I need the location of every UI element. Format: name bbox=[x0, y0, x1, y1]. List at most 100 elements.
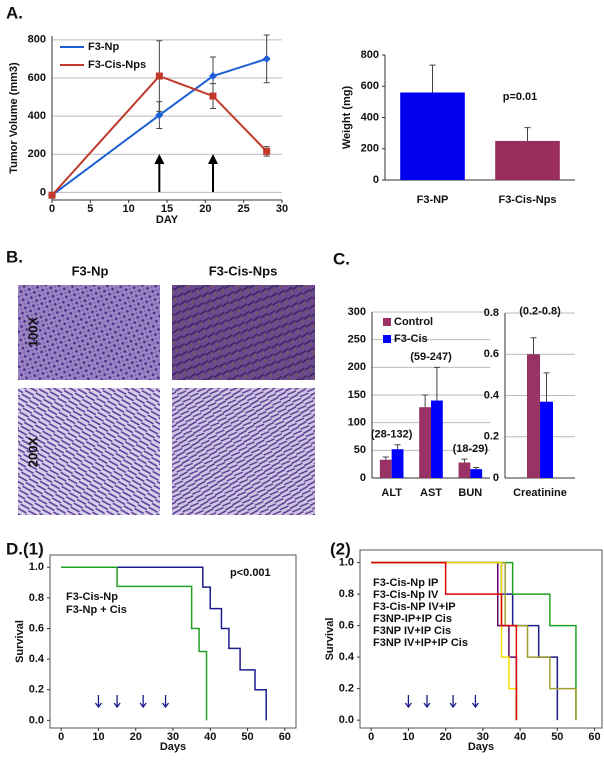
x-tick-label: 0 bbox=[58, 731, 64, 743]
x-tick-label: 5 bbox=[87, 203, 93, 215]
row-label: 100X bbox=[25, 316, 40, 347]
y-tick-label: 600 bbox=[361, 80, 379, 92]
x-tick-label: 0 bbox=[49, 203, 55, 215]
y-axis-label: Tumor Volume (mm3) bbox=[8, 62, 20, 174]
y-tick-label: 300 bbox=[348, 306, 366, 318]
series-line bbox=[51, 74, 268, 196]
series-line bbox=[51, 57, 267, 197]
arrow bbox=[423, 695, 431, 709]
point bbox=[155, 111, 164, 120]
x-tick-label: 20 bbox=[199, 203, 211, 215]
y-tick-label: 0.8 bbox=[339, 588, 354, 600]
x-tick-label: Creatinine bbox=[513, 487, 567, 499]
x-tick-label: BUN bbox=[458, 487, 482, 499]
legend-label: F3-Np bbox=[88, 41, 119, 53]
y-tick-label: 250 bbox=[348, 334, 366, 346]
y-tick-label: 0.0 bbox=[339, 714, 354, 726]
survival-curve bbox=[371, 561, 577, 721]
y-tick-label: 0.6 bbox=[29, 622, 44, 634]
arrow bbox=[94, 695, 102, 709]
histology-image bbox=[172, 285, 315, 380]
x-tick-label: 40 bbox=[514, 731, 526, 743]
y-tick-label: 0 bbox=[40, 186, 46, 198]
legend-label: F3NP IV+IP+IP Cis bbox=[373, 637, 468, 649]
arrow bbox=[113, 695, 121, 709]
annotation: (59-247) bbox=[410, 351, 452, 363]
y-tick-label: 0 bbox=[360, 472, 366, 484]
y-tick-label: 400 bbox=[361, 111, 379, 123]
bar bbox=[431, 400, 443, 478]
annotation: p<0.001 bbox=[230, 567, 271, 579]
x-tick-label: 10 bbox=[123, 203, 135, 215]
point bbox=[155, 72, 163, 80]
column-header: F3-Np bbox=[72, 263, 109, 278]
error-bar bbox=[543, 372, 550, 402]
y-tick-label: 600 bbox=[28, 72, 46, 84]
point bbox=[209, 92, 217, 100]
point bbox=[48, 191, 56, 199]
y-tick-label: 800 bbox=[361, 49, 379, 61]
survival-curve bbox=[371, 561, 518, 721]
legend-label: F3-Cis-Np IV bbox=[373, 589, 439, 601]
x-axis-label: Days bbox=[160, 741, 186, 753]
x-tick-label: 60 bbox=[588, 731, 600, 743]
annotation: (28-132) bbox=[371, 429, 413, 441]
arrow bbox=[139, 695, 147, 709]
y-tick-label: 0.0 bbox=[29, 714, 44, 726]
annotation: (18-29) bbox=[453, 443, 489, 455]
y-tick-label: 0.8 bbox=[29, 592, 44, 604]
column-header: F3-Cis-Nps bbox=[209, 263, 278, 278]
bar bbox=[470, 469, 483, 478]
y-tick-label: 0.6 bbox=[484, 348, 499, 360]
y-tick-label: 0.8 bbox=[484, 307, 499, 319]
y-axis-label: Survival bbox=[14, 620, 26, 663]
bar bbox=[391, 449, 404, 478]
error-bar bbox=[473, 466, 480, 470]
point bbox=[262, 54, 271, 63]
plot-frame bbox=[359, 549, 603, 729]
panel-label: A. bbox=[6, 3, 23, 22]
legend-label: F3-Cis-Np IP bbox=[373, 577, 438, 589]
legend-swatch bbox=[383, 318, 391, 326]
bar bbox=[419, 407, 431, 478]
panel-label: (2) bbox=[330, 539, 351, 558]
x-tick-label: 30 bbox=[167, 731, 179, 743]
plot-frame bbox=[49, 554, 297, 729]
y-tick-label: 200 bbox=[348, 361, 366, 373]
point bbox=[209, 72, 217, 81]
x-tick-label: F3-Cis-Nps bbox=[498, 194, 556, 206]
error-bar bbox=[429, 64, 436, 93]
y-tick-label: 0.2 bbox=[484, 431, 499, 443]
survival-curve bbox=[61, 566, 267, 721]
x-axis-label: Days bbox=[468, 741, 494, 753]
arrow bbox=[162, 695, 170, 709]
x-tick-label: ALT bbox=[381, 487, 402, 499]
y-tick-label: 800 bbox=[28, 34, 46, 46]
x-tick-label: 10 bbox=[92, 731, 104, 743]
legend-label: F3-Cis bbox=[394, 333, 428, 345]
survival-curve bbox=[61, 566, 208, 721]
x-tick-label: 25 bbox=[238, 203, 250, 215]
arrow-head bbox=[208, 154, 218, 164]
error-bar bbox=[524, 127, 531, 141]
y-tick-label: 100 bbox=[348, 417, 366, 429]
bar bbox=[495, 140, 560, 180]
legend-label: F3-Np + Cis bbox=[66, 604, 127, 616]
arrow bbox=[404, 695, 412, 709]
arrow bbox=[449, 695, 457, 709]
x-tick-label: 50 bbox=[241, 731, 253, 743]
error-bar bbox=[461, 458, 468, 463]
y-tick-label: 200 bbox=[361, 143, 379, 155]
bar bbox=[400, 92, 465, 180]
error-bar bbox=[422, 394, 429, 408]
legend-label: F3-Cis-Np bbox=[66, 591, 118, 603]
x-tick-label: 30 bbox=[477, 731, 489, 743]
y-tick-label: 0 bbox=[493, 472, 499, 484]
error-bar bbox=[382, 456, 389, 460]
panel-label: C. bbox=[333, 249, 350, 268]
y-tick-label: 0.6 bbox=[339, 620, 354, 632]
histology-image bbox=[18, 388, 160, 515]
histology-image bbox=[172, 388, 315, 515]
error-bar bbox=[394, 444, 401, 450]
